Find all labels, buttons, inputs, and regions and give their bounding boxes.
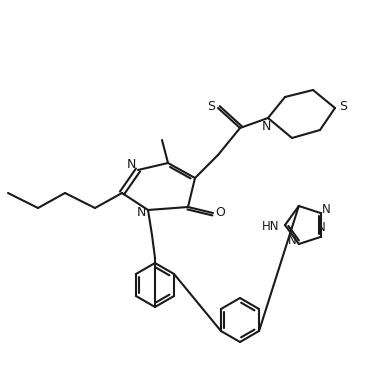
- Text: O: O: [215, 206, 225, 218]
- Text: N: N: [317, 221, 326, 234]
- Text: N: N: [261, 120, 271, 132]
- Text: N: N: [322, 203, 331, 216]
- Text: S: S: [207, 99, 215, 113]
- Text: HN: HN: [262, 220, 280, 234]
- Text: N: N: [287, 234, 296, 246]
- Text: N: N: [136, 206, 146, 218]
- Text: S: S: [339, 99, 347, 113]
- Text: N: N: [126, 159, 136, 171]
